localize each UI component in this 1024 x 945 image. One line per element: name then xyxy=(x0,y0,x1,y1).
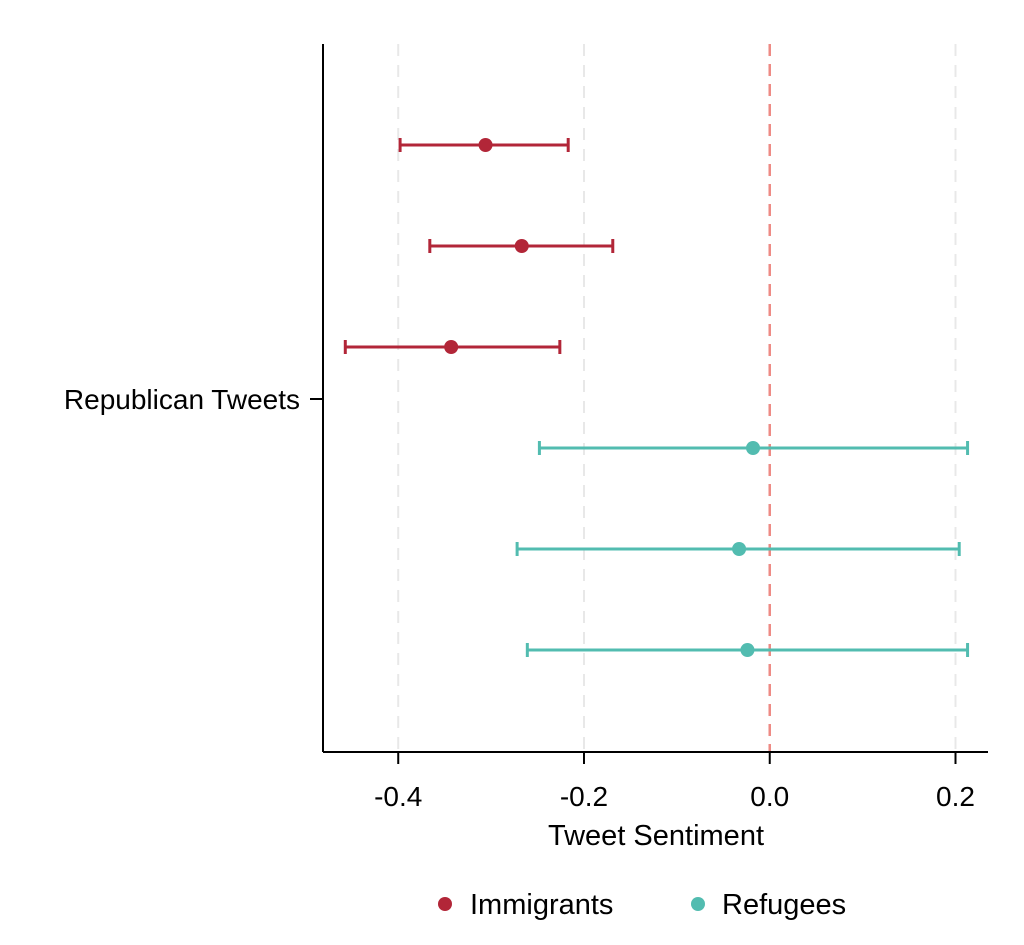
x-tick-label-2: 0.0 xyxy=(750,781,789,812)
vertical-gridlines xyxy=(397,44,957,752)
point-estimate xyxy=(732,542,747,556)
legend-marker-immigrants xyxy=(438,897,452,911)
x-tick-label-1: -0.2 xyxy=(560,781,608,812)
point-estimate xyxy=(746,441,761,455)
x-tick-label-0: -0.4 xyxy=(374,781,422,812)
legend: Immigrants Refugees xyxy=(438,889,846,921)
y-category-label: Republican Tweets xyxy=(64,384,300,415)
series-0-row-2 xyxy=(343,340,562,354)
series-1-row-2 xyxy=(525,643,970,657)
point-estimate xyxy=(444,340,459,354)
point-estimate xyxy=(478,138,493,152)
series-0-row-1 xyxy=(428,239,615,253)
x-tick-label-3: 0.2 xyxy=(936,781,975,812)
legend-marker-refugees xyxy=(691,897,705,911)
point-estimate xyxy=(740,643,755,657)
legend-label-refugees: Refugees xyxy=(722,889,846,921)
series-1-row-1 xyxy=(515,542,961,556)
series-1-row-0 xyxy=(537,441,970,455)
point-estimate xyxy=(514,239,529,253)
series-0-row-0 xyxy=(398,138,570,152)
legend-label-immigrants: Immigrants xyxy=(470,889,613,921)
x-axis-title: Tweet Sentiment xyxy=(548,820,764,852)
series-marks xyxy=(343,138,970,657)
x-axis-ticks: -0.4 -0.2 0.0 0.2 xyxy=(374,752,975,812)
